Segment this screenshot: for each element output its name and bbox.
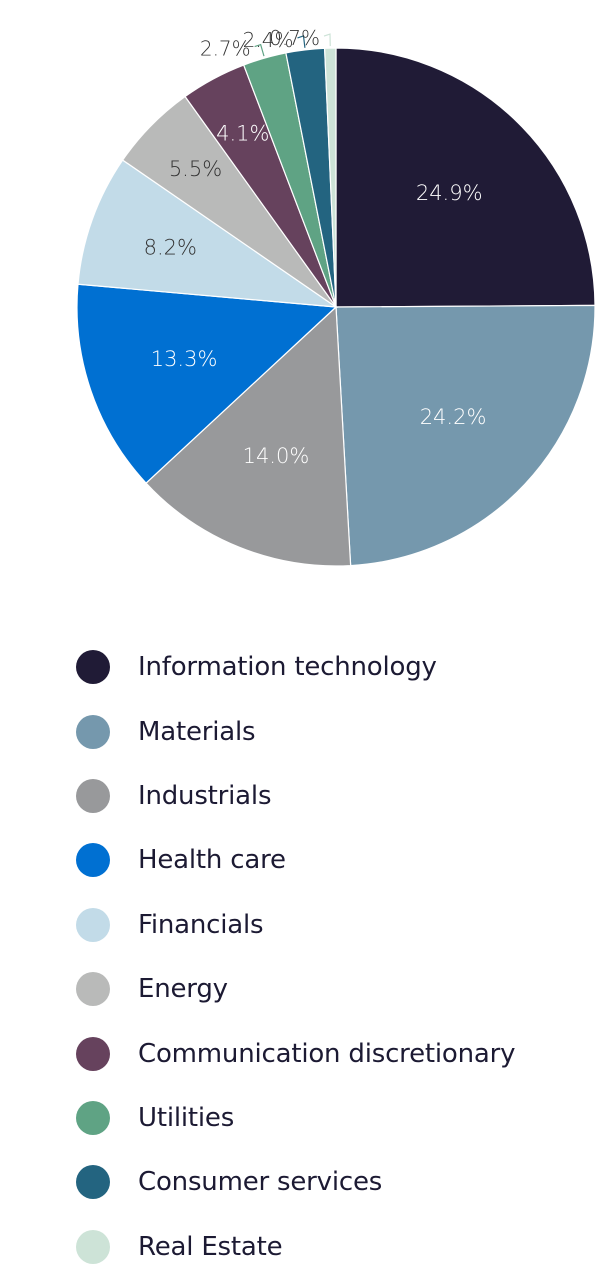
legend-label: Health care (138, 845, 286, 876)
chart-legend: Information technology Materials Industria… (76, 635, 596, 1279)
legend-label: Financials (138, 909, 264, 940)
legend-swatch (76, 778, 110, 813)
pie-chart-svg: 24.9% 24.2% 14.0% 13.3% 8.2% 5.5% 4.1% 2.7%2.4%… (76, 26, 596, 567)
legend-item-energy: Energy (76, 957, 596, 1021)
legend-label: Consumer services (138, 1167, 383, 1198)
legend-label: Industrials (138, 780, 272, 811)
legend-swatch (76, 1165, 110, 1200)
pie-slice-financials (77, 159, 339, 308)
legend-item-materials: Materials (76, 699, 596, 763)
legend-swatch (76, 714, 110, 749)
slice-label-information-technology: 24.9% (416, 181, 483, 205)
legend-label: Communication discretionary (138, 1038, 516, 1069)
slice-label-industrials: 14.0% (243, 444, 310, 468)
pie-chart: 24.9% 24.2% 14.0% 13.3% 8.2% 5.5% 4.1% 2.7% 2.4%… (0, 0, 608, 600)
pie-slice-real-estate (323, 47, 337, 308)
pie-slice-information-technology (335, 47, 596, 308)
legend-item-health-care: Health care (76, 828, 596, 892)
legend-item-utilities: Utilities (76, 1086, 596, 1150)
leader-line-real-estate (323, 33, 331, 47)
legend-swatch (76, 1036, 110, 1071)
leader-line-consumer-services (297, 35, 306, 48)
legend-swatch (76, 1100, 110, 1135)
legend-item-information-technology: Information technology (76, 635, 596, 699)
legend-label: Energy (138, 974, 228, 1005)
legend-item-industrials: Industrials (76, 764, 596, 828)
legend-item-real-estate: Real Estate (76, 1215, 596, 1279)
legend-label: Information technology (138, 652, 437, 683)
legend-item-financials: Financials (76, 893, 596, 957)
legend-swatch (76, 843, 110, 878)
legend-swatch (76, 972, 110, 1007)
slice-label-financials: 8.2% (144, 235, 197, 259)
legend-swatch (76, 907, 110, 942)
slice-label-health-care: 13.3% (151, 347, 218, 371)
legend-label: Materials (138, 716, 256, 747)
pie-slice-health-care (76, 283, 338, 484)
slice-label-communication-discretionary: 4.1% (216, 122, 269, 146)
slice-label-consumer-services: 2.4% (243, 28, 294, 52)
slice-label-real-estate: 0.7% (269, 26, 320, 50)
legend-item-consumer-services: Consumer services (76, 1150, 596, 1214)
legend-label: Real Estate (138, 1231, 283, 1262)
legend-swatch (76, 650, 110, 685)
legend-label: Utilities (138, 1102, 235, 1133)
pie-slice-industrials (145, 305, 352, 567)
legend-item-communication-discretionary: Communication discretionary (76, 1021, 596, 1085)
legend-swatch (76, 1229, 110, 1264)
pie-slice-materials (335, 304, 596, 567)
slice-label-energy: 5.5% (169, 157, 222, 181)
slice-label-utilities: 2.7% (200, 37, 251, 61)
leader-line-utilities (254, 43, 265, 57)
slice-label-materials: 24.2% (420, 405, 487, 429)
